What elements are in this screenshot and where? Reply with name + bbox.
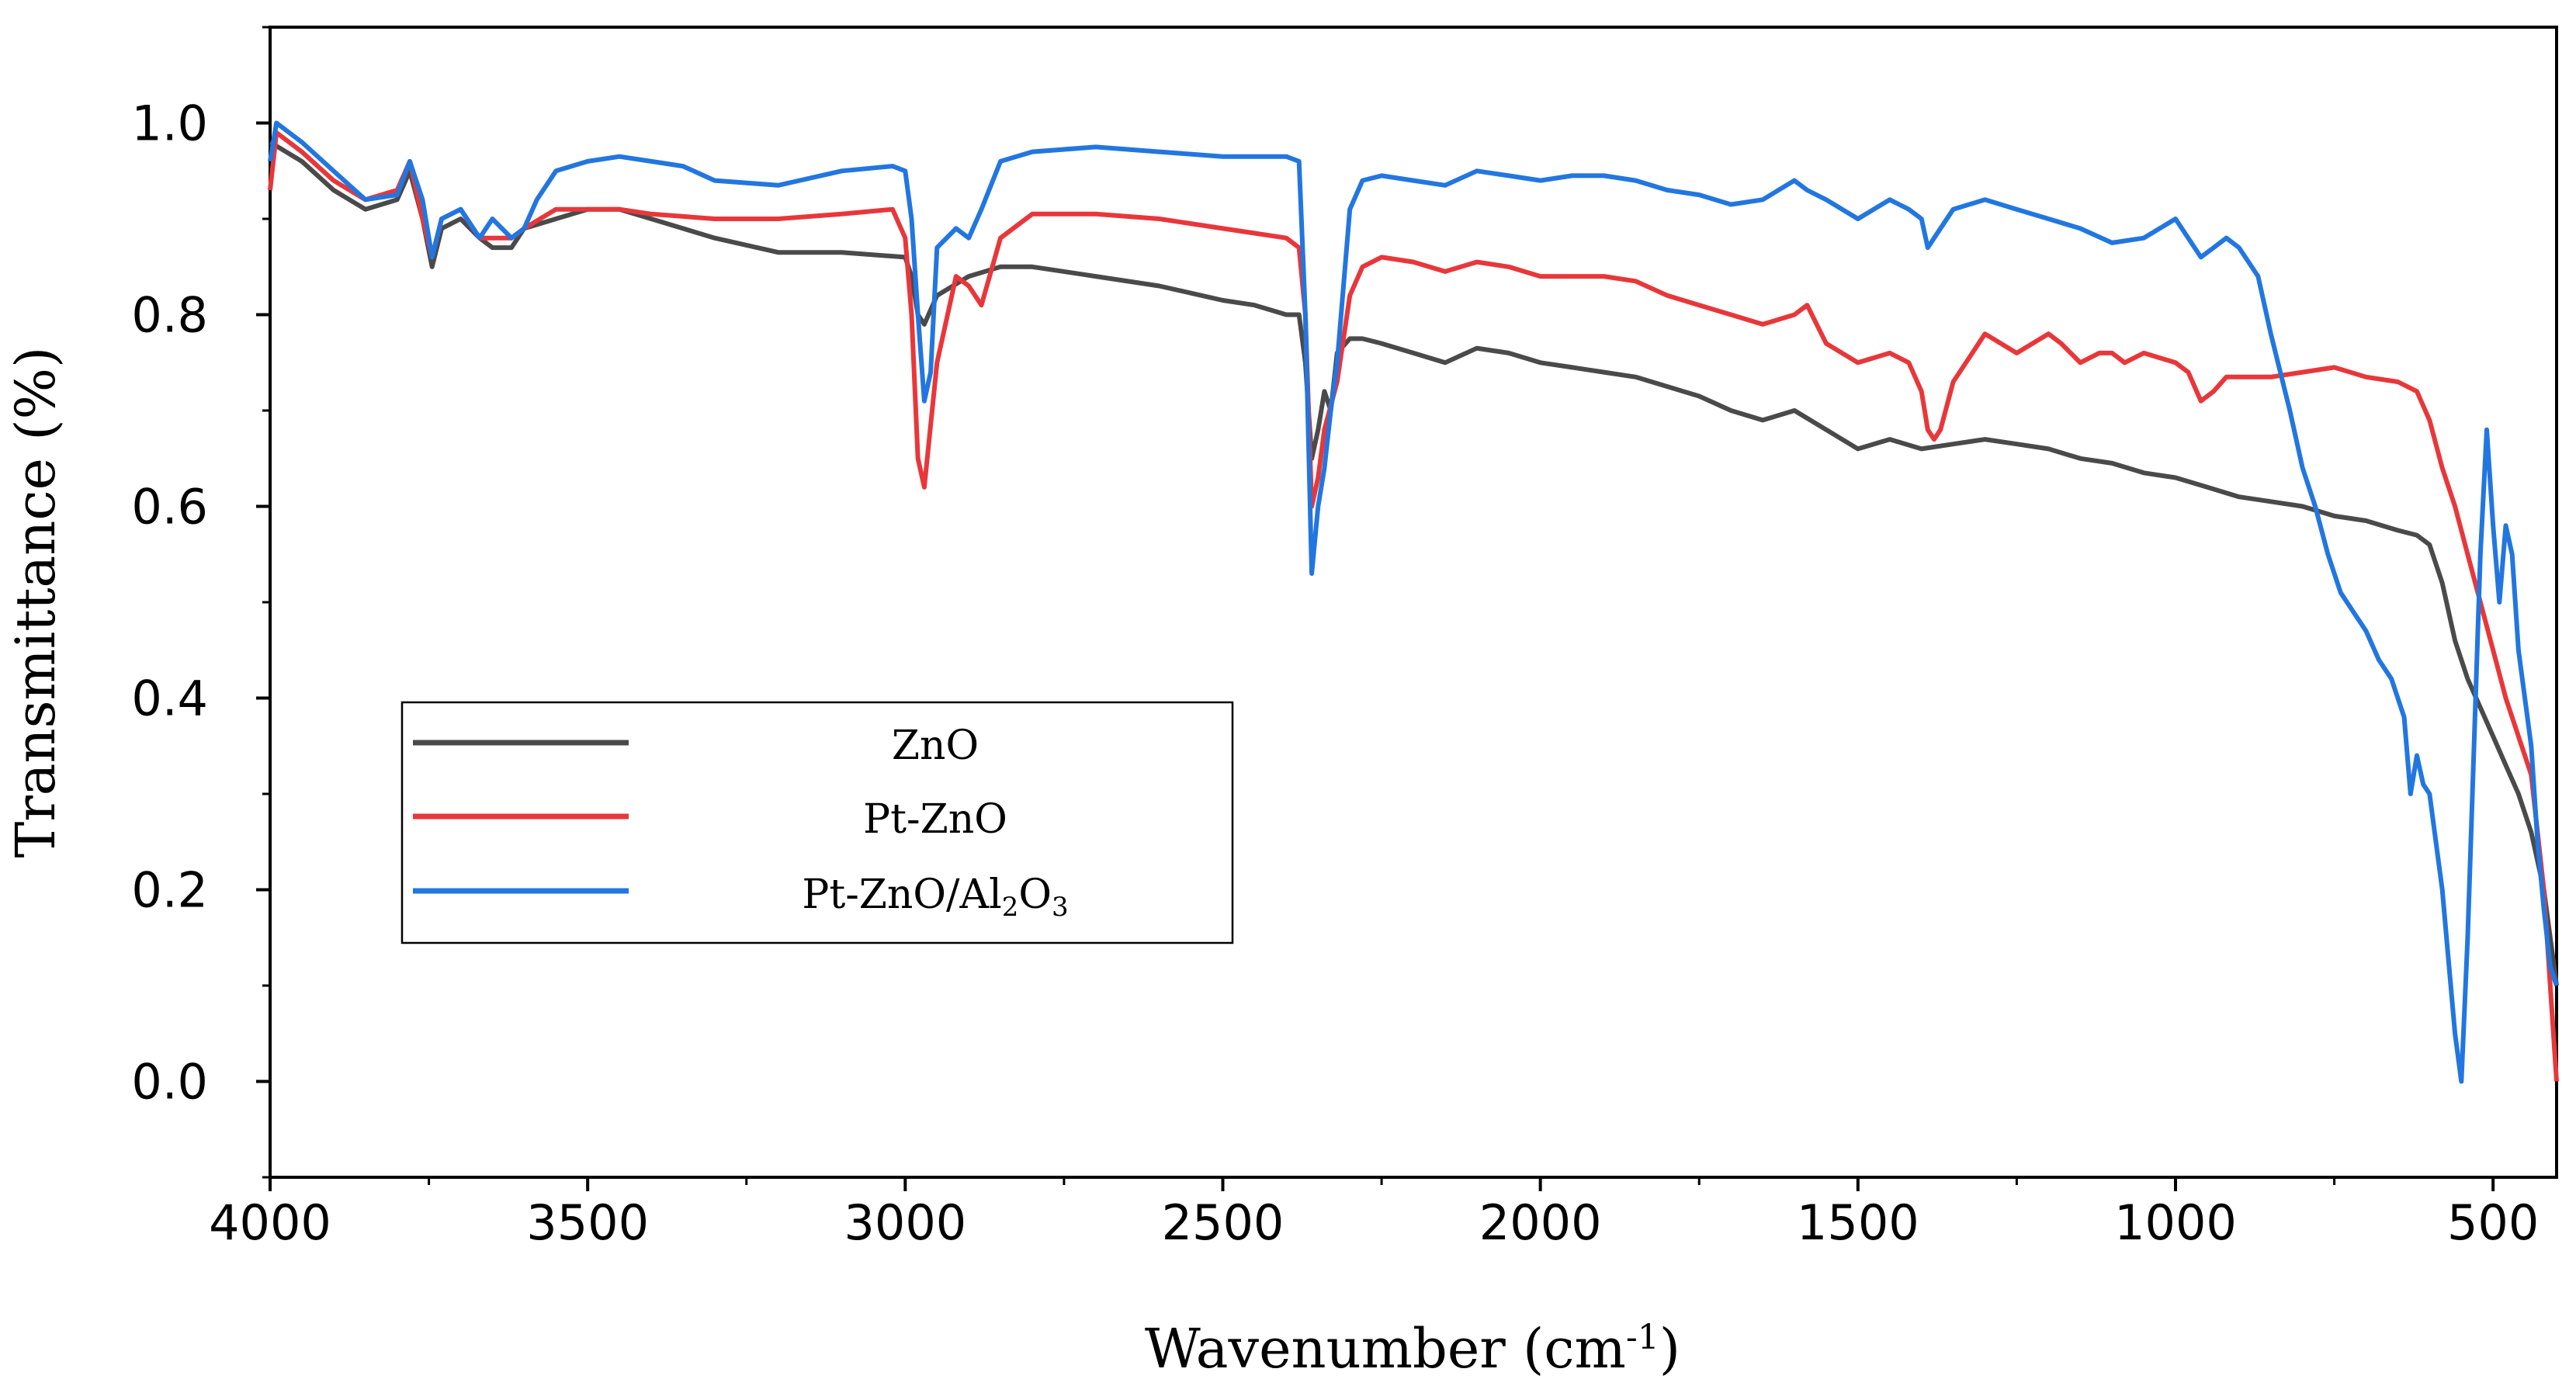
y-tick-label: 0.6 <box>131 479 208 535</box>
x-axis-title: Wavenumber (cm-1) <box>1145 1317 1680 1381</box>
legend-label-main: Pt-ZnO/Al <box>802 872 1001 918</box>
series-line-pt-zno-al2o3 <box>268 120 2559 1084</box>
x-tick-label: 3000 <box>844 1194 966 1251</box>
x-tick-label: 1500 <box>1797 1194 1919 1251</box>
legend: ZnO Pt-ZnO Pt-ZnO/Al2O3 <box>400 701 1234 944</box>
x-tick-label: 500 <box>2447 1194 2539 1251</box>
x-tick-label: 2000 <box>1479 1194 1602 1251</box>
y-tick-label: 0.0 <box>131 1054 208 1111</box>
legend-label-sub2: 3 <box>1052 892 1069 923</box>
legend-label-pt-zno: Pt-ZnO <box>863 796 1007 843</box>
plot-frame <box>269 26 2558 1179</box>
legend-label-mid: O <box>1018 872 1052 918</box>
y-tick-label: 0.4 <box>131 671 208 727</box>
x-tick-label: 4000 <box>209 1194 331 1251</box>
tick-labels: 4000 3500 3000 2500 2000 1500 1000 500 0.0 0.2 0.4… <box>131 95 2539 1252</box>
x-axis-title-end: ) <box>1659 1317 1680 1381</box>
x-axis-title-main: Wavenumber (cm <box>1145 1317 1626 1381</box>
y-tick-label: 0.2 <box>131 862 208 919</box>
series-line-pt-zno <box>268 130 2559 1082</box>
y-tick-label: 0.8 <box>131 287 208 344</box>
x-tick-label: 2500 <box>1162 1194 1285 1251</box>
y-axis-title: Transmittance (%) <box>4 347 68 858</box>
x-tick-label: 3500 <box>526 1194 649 1251</box>
legend-label-sub1: 2 <box>1002 892 1019 923</box>
x-axis-title-sup: -1 <box>1626 1318 1659 1357</box>
legend-label-pt-zno-al2o3: Pt-ZnO/Al2O3 <box>802 872 1068 923</box>
axis-ticks <box>256 26 2495 1191</box>
legend-label-zno: ZnO <box>892 723 979 769</box>
series-lines <box>268 120 2559 1084</box>
y-tick-label: 1.0 <box>131 95 208 152</box>
x-tick-label: 1000 <box>2114 1194 2237 1251</box>
